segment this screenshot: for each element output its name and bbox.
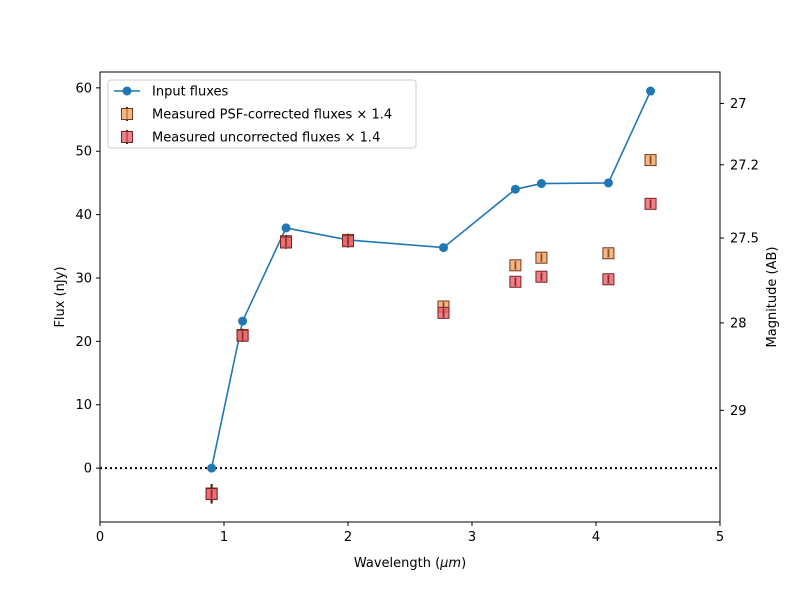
y-tick-label: 10 (75, 398, 92, 413)
x-tick-label: 1 (220, 530, 228, 545)
y-tick-label: 0 (84, 462, 92, 477)
right-tick-label: 27.2 (730, 158, 759, 173)
y-tick-label: 30 (75, 271, 92, 286)
right-y-axis-label: Magnitude (AB) (765, 247, 780, 348)
legend-square-swatch (121, 108, 133, 120)
input-flux-point (646, 86, 656, 96)
right-tick-label: 27 (730, 97, 747, 112)
y-tick-label: 50 (75, 145, 92, 160)
right-tick-label: 27.5 (730, 232, 759, 247)
plot-frame (99, 71, 721, 523)
input-flux-point (281, 223, 291, 233)
x-tick-label: 5 (716, 530, 724, 545)
y-tick-label: 20 (75, 335, 92, 350)
x-tick-label: 4 (592, 530, 600, 545)
x-tick-label: 0 (96, 530, 104, 545)
right-tick-label: 28 (730, 316, 747, 331)
input-flux-point (207, 463, 217, 473)
input-flux-point (603, 178, 613, 188)
input-flux-point (438, 243, 448, 253)
legend-circle-swatch (122, 86, 132, 96)
legend-label: Measured uncorrected fluxes × 1.4 (152, 131, 380, 146)
right-tick-label: 29 (730, 404, 747, 419)
y-axis-label: Flux (nJy) (53, 266, 68, 327)
x-axis-label: Wavelength (μm) (354, 556, 466, 571)
x-tick-label: 2 (344, 530, 352, 545)
input-flux-point (238, 316, 248, 326)
y-tick-label: 40 (75, 208, 92, 223)
x-tick-label: 3 (468, 530, 476, 545)
series-layer (205, 86, 657, 504)
y-tick-label: 60 (75, 81, 92, 96)
legend: Input fluxes Measured PSF-corrected fluxe… (107, 79, 417, 149)
legend-square-swatch (121, 131, 133, 143)
legend-label: Measured PSF-corrected fluxes × 1.4 (152, 108, 392, 123)
legend-label: Input fluxes (152, 85, 229, 100)
input-flux-point (510, 184, 520, 194)
input-flux-point (536, 179, 546, 189)
legend-box (107, 79, 417, 149)
